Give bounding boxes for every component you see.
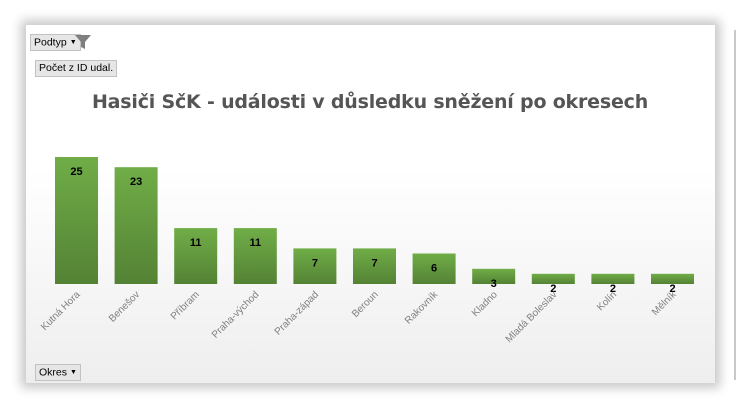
- bar-7[interactable]: [472, 268, 516, 284]
- values-field-label: Počet z ID udal.: [39, 62, 114, 74]
- bar-5[interactable]: [353, 248, 396, 284]
- okres-filter-label: Okres: [39, 366, 68, 379]
- data-label-10: 2: [669, 283, 675, 295]
- bar-6[interactable]: [412, 253, 456, 285]
- x-tick-label-6: Rakovník: [403, 289, 441, 327]
- data-label-9: 2: [610, 283, 616, 295]
- data-label-0: 25: [70, 166, 82, 178]
- x-tick-label-5: Beroun: [350, 289, 381, 320]
- x-tick-label-3: Praha-východ: [210, 289, 261, 340]
- bar-3[interactable]: [233, 228, 277, 284]
- x-tick-label-2: Příbram: [169, 289, 202, 322]
- bar-1[interactable]: [114, 167, 158, 284]
- bar-8[interactable]: [531, 273, 575, 284]
- x-tick-label-8: Mladá Boleslav: [504, 289, 560, 345]
- data-label-2: 11: [190, 237, 202, 249]
- x-tick-label-7: Kladno: [470, 289, 500, 319]
- chevron-down-icon: ▼: [70, 369, 77, 376]
- chart-title: Hasiči SčK - události v důsledku sněžení…: [91, 91, 649, 113]
- data-label-6: 6: [431, 263, 437, 275]
- bar-0[interactable]: [55, 157, 98, 284]
- bar-10[interactable]: [651, 273, 694, 284]
- x-tick-label-0: Kutná Hora: [39, 289, 83, 333]
- subtype-filter-button[interactable]: Podtyp ▼: [30, 34, 81, 51]
- x-tick-label-1: Benešov: [107, 289, 142, 324]
- data-label-3: 11: [249, 237, 261, 249]
- subtype-filter-label: Podtyp: [34, 36, 67, 49]
- okres-filter-button[interactable]: Okres ▼: [35, 364, 81, 381]
- bar-2[interactable]: [174, 228, 218, 284]
- data-label-4: 7: [312, 257, 318, 269]
- x-tick-label-4: Praha-západ: [273, 289, 321, 337]
- values-field-button[interactable]: Počet z ID udal.: [35, 60, 118, 77]
- filter-funnel-icon[interactable]: [74, 34, 92, 50]
- data-label-7: 3: [491, 278, 497, 290]
- bar-9[interactable]: [591, 273, 635, 284]
- data-label-1: 23: [130, 176, 142, 188]
- chevron-down-icon: ▼: [69, 39, 77, 46]
- bar-4[interactable]: [293, 248, 337, 284]
- window-edge: [734, 30, 736, 380]
- data-label-8: 2: [550, 283, 556, 295]
- data-label-5: 7: [371, 257, 377, 269]
